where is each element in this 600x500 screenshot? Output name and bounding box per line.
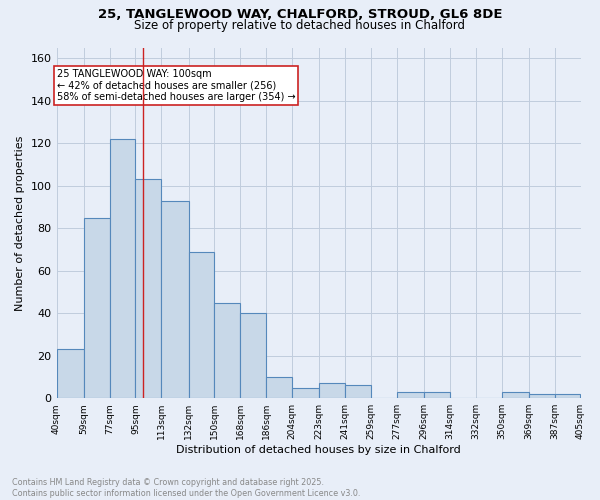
Bar bbox=[136, 180, 161, 398]
Bar bbox=[292, 388, 319, 398]
Text: 25 TANGLEWOOD WAY: 100sqm
← 42% of detached houses are smaller (256)
58% of semi: 25 TANGLEWOOD WAY: 100sqm ← 42% of detac… bbox=[56, 69, 295, 102]
Text: 25, TANGLEWOOD WAY, CHALFORD, STROUD, GL6 8DE: 25, TANGLEWOOD WAY, CHALFORD, STROUD, GL… bbox=[98, 8, 502, 20]
Bar bbox=[110, 139, 136, 398]
Bar bbox=[319, 384, 345, 398]
Bar bbox=[502, 392, 529, 398]
Bar bbox=[56, 350, 84, 398]
Bar bbox=[554, 394, 580, 398]
Text: Size of property relative to detached houses in Chalford: Size of property relative to detached ho… bbox=[134, 18, 466, 32]
X-axis label: Distribution of detached houses by size in Chalford: Distribution of detached houses by size … bbox=[176, 445, 461, 455]
Bar bbox=[424, 392, 450, 398]
Text: Contains HM Land Registry data © Crown copyright and database right 2025.
Contai: Contains HM Land Registry data © Crown c… bbox=[12, 478, 361, 498]
Bar bbox=[266, 377, 292, 398]
Bar bbox=[240, 313, 266, 398]
Bar bbox=[188, 252, 214, 398]
Bar bbox=[161, 200, 188, 398]
Bar bbox=[397, 392, 424, 398]
Bar bbox=[84, 218, 110, 398]
Bar bbox=[345, 386, 371, 398]
Bar bbox=[214, 302, 240, 398]
Bar bbox=[529, 394, 554, 398]
Y-axis label: Number of detached properties: Number of detached properties bbox=[15, 135, 25, 310]
